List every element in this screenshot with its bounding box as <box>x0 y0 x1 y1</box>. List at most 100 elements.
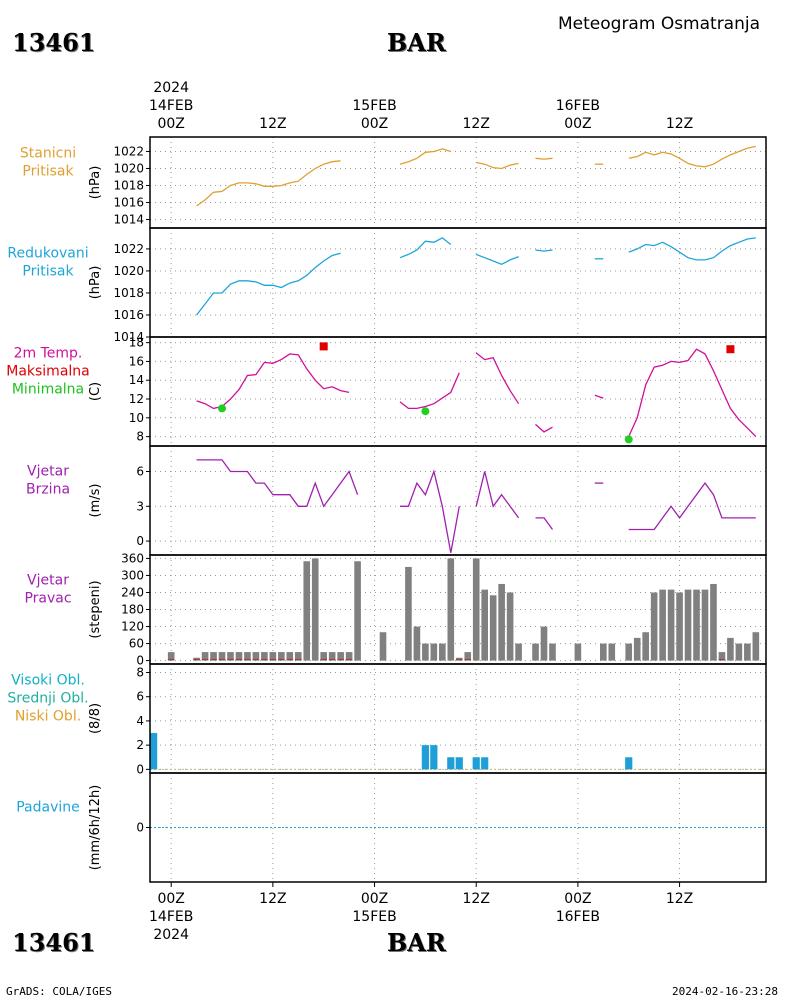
y-tick-label: 8 <box>136 665 144 679</box>
cloud-bar <box>481 757 489 770</box>
cloud-bar <box>625 757 633 770</box>
wind-direction-bar <box>608 643 616 661</box>
series-line <box>196 252 341 316</box>
x-tick-label-top: 00Z <box>564 116 591 132</box>
date-label-bottom: 16FEB <box>556 909 600 925</box>
panel-precipitation: 0 (mm/6h/12h) Padavine <box>16 772 767 883</box>
wind-direction-bar <box>489 595 497 661</box>
panel-frame <box>149 227 767 338</box>
y-axis-label: (C) <box>88 382 103 401</box>
year-label-bottom: 2024 <box>153 927 189 943</box>
series-line <box>196 459 359 508</box>
y-tick-label: 0 <box>136 762 144 776</box>
y-tick-label: 1018 <box>113 286 144 300</box>
panel-label: Redukovani <box>7 246 88 262</box>
wind-direction-bar <box>210 652 217 661</box>
panel-label: Pravac <box>24 591 71 607</box>
panel-label: Vjetar <box>27 464 69 480</box>
y-tick-label: 2 <box>136 738 144 752</box>
series-line <box>476 161 519 170</box>
max-temp-marker <box>726 345 735 354</box>
wind-direction-bar <box>252 652 260 661</box>
y-tick-label: 360 <box>121 551 144 565</box>
credit-label: GrADS: COLA/IGES <box>6 985 112 998</box>
panel-label: 2m Temp. <box>14 346 83 362</box>
y-tick-label: 1022 <box>113 144 144 158</box>
y-tick-label: 240 <box>121 585 144 599</box>
wind-direction-bar <box>633 637 641 661</box>
panel-label: Maksimalna <box>6 364 90 380</box>
panel-frame <box>149 663 767 774</box>
panel-wind-direction: 0 60 120 180 240 300 360 (stepeni) Vjetar Pravac <box>24 551 767 668</box>
series-line <box>594 394 604 399</box>
date-label-top: 14FEB <box>149 98 193 114</box>
series-line <box>475 471 520 519</box>
y-tick-label: 12 <box>129 392 144 406</box>
wind-direction-bar <box>379 632 387 661</box>
panel-frame <box>149 772 767 883</box>
y-tick-label: 300 <box>121 568 144 582</box>
time-axis: 00Z 00Z 12Z 12Z 00Z 00Z 12Z 12Z 00Z 00Z 12Z 12Z 14FE… <box>149 80 693 943</box>
panel-label: Srednji Obl. <box>7 691 88 707</box>
cloud-bar <box>430 745 438 770</box>
y-tick-label: 0 <box>136 654 144 668</box>
cloud-bar <box>447 757 455 770</box>
date-label-top: 15FEB <box>352 98 396 114</box>
panel-wind-speed: 0 3 6 (m/s) Vjetar Brzina <box>26 445 767 556</box>
wind-direction-bar <box>345 652 353 661</box>
wind-direction-bar <box>718 652 726 661</box>
panel-temperature: 8 10 12 14 16 18 (C) 2m Temp. Maksimalna Minimaln… <box>6 336 767 447</box>
wind-direction-bar <box>506 592 514 661</box>
y-tick-label: 4 <box>136 714 144 728</box>
series-line <box>628 237 756 261</box>
station-id-top: 13461 <box>12 28 96 57</box>
wind-direction-bar <box>422 643 429 661</box>
y-tick-label: 1020 <box>113 161 144 175</box>
date-label-bottom: 14FEB <box>149 909 193 925</box>
panel-label: Minimalna <box>12 382 84 398</box>
max-temp-marker <box>319 342 328 351</box>
wind-direction-bar <box>727 637 734 661</box>
series-line <box>400 469 460 553</box>
wind-direction-bar <box>311 558 319 661</box>
panel-label: Padavine <box>16 800 80 816</box>
wind-direction-bar <box>294 652 302 661</box>
series-line <box>399 237 452 259</box>
y-axis-label: (m/s) <box>88 484 103 518</box>
x-tick-label-top: 00Z <box>157 116 184 132</box>
series-line <box>399 372 460 410</box>
x-tick-label-bottom: 00Z <box>157 891 184 907</box>
wind-direction-bar <box>337 652 344 661</box>
x-tick-label-bottom: 12Z <box>259 891 286 907</box>
wind-direction-bar <box>667 589 675 661</box>
y-tick-label: 0 <box>136 821 144 835</box>
wind-direction-bar <box>710 583 717 661</box>
wind-direction-bar <box>439 643 446 661</box>
y-tick-label: 1022 <box>113 242 144 256</box>
panel-label: Pritisak <box>22 164 74 180</box>
y-tick-label: 1020 <box>113 264 144 278</box>
panel-reduced-pressure: 1014 1016 1018 1020 1022 (hPa)Redukovani Priti… <box>7 227 767 344</box>
wind-direction-bar <box>227 652 234 661</box>
panel-frame <box>149 336 767 447</box>
wind-direction-bar <box>676 592 683 661</box>
wind-direction-bar <box>430 643 438 661</box>
series-line <box>475 352 520 405</box>
wind-direction-bar <box>574 643 582 661</box>
panel-label: Visoki Obl. <box>11 673 85 689</box>
wind-direction-bar <box>244 652 251 661</box>
wind-direction-bar <box>659 589 666 661</box>
y-tick-label: 6 <box>136 465 144 479</box>
y-axis-label: (hPa) <box>88 166 103 200</box>
y-tick-label: 0 <box>136 534 144 548</box>
min-temp-marker <box>421 407 430 416</box>
series-line <box>475 253 519 266</box>
cloud-bar <box>150 733 158 770</box>
y-tick-label: 14 <box>129 373 144 387</box>
panel-label: Niski Obl. <box>15 709 81 725</box>
wind-direction-bar <box>261 652 268 661</box>
wind-direction-bar <box>328 652 336 661</box>
y-tick-label: 60 <box>129 637 144 651</box>
wind-direction-bar <box>286 652 294 661</box>
